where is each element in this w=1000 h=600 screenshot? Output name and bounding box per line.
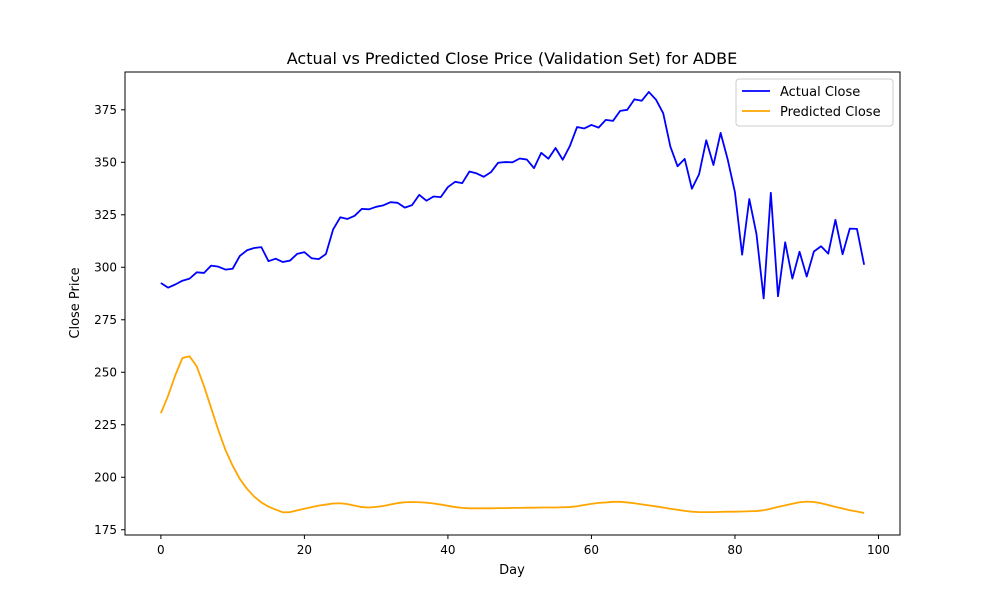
y-tick-label: 225 <box>94 418 117 432</box>
actual-close-line <box>160 91 866 300</box>
y-tick-label: 200 <box>94 470 117 484</box>
y-tick-label: 275 <box>94 313 117 327</box>
x-axis: 0 20 40 60 80 100 <box>157 535 890 557</box>
chart-title: Actual vs Predicted Close Price (Validat… <box>287 49 737 68</box>
x-tick-label: 60 <box>584 543 599 557</box>
legend-box <box>735 78 894 127</box>
y-axis: 175 200 225 250 275 300 325 350 375 <box>94 103 125 537</box>
y-tick-label: 300 <box>94 260 117 274</box>
x-axis-label: Day <box>499 563 525 578</box>
x-tick-label: 40 <box>440 543 455 557</box>
y-tick-label: 250 <box>94 365 117 379</box>
x-tick-label: 20 <box>297 543 312 557</box>
x-tick-label: 80 <box>727 543 742 557</box>
plot-frame <box>124 71 901 536</box>
x-tick-label: 0 <box>157 543 165 557</box>
y-tick-label: 175 <box>94 523 117 537</box>
legend: Actual Close Predicted Close <box>735 78 894 127</box>
predicted-close-line <box>160 355 865 514</box>
y-axis-label: Close Price <box>68 267 83 338</box>
legend-label-predicted-close: Predicted Close <box>780 105 881 120</box>
y-tick-label: 350 <box>94 155 117 169</box>
legend-label-actual-close: Actual Close <box>780 85 860 100</box>
y-tick-label: 325 <box>94 208 117 222</box>
x-tick-label: 100 <box>867 543 890 557</box>
y-tick-label: 375 <box>94 103 117 117</box>
series-lines <box>160 91 866 514</box>
